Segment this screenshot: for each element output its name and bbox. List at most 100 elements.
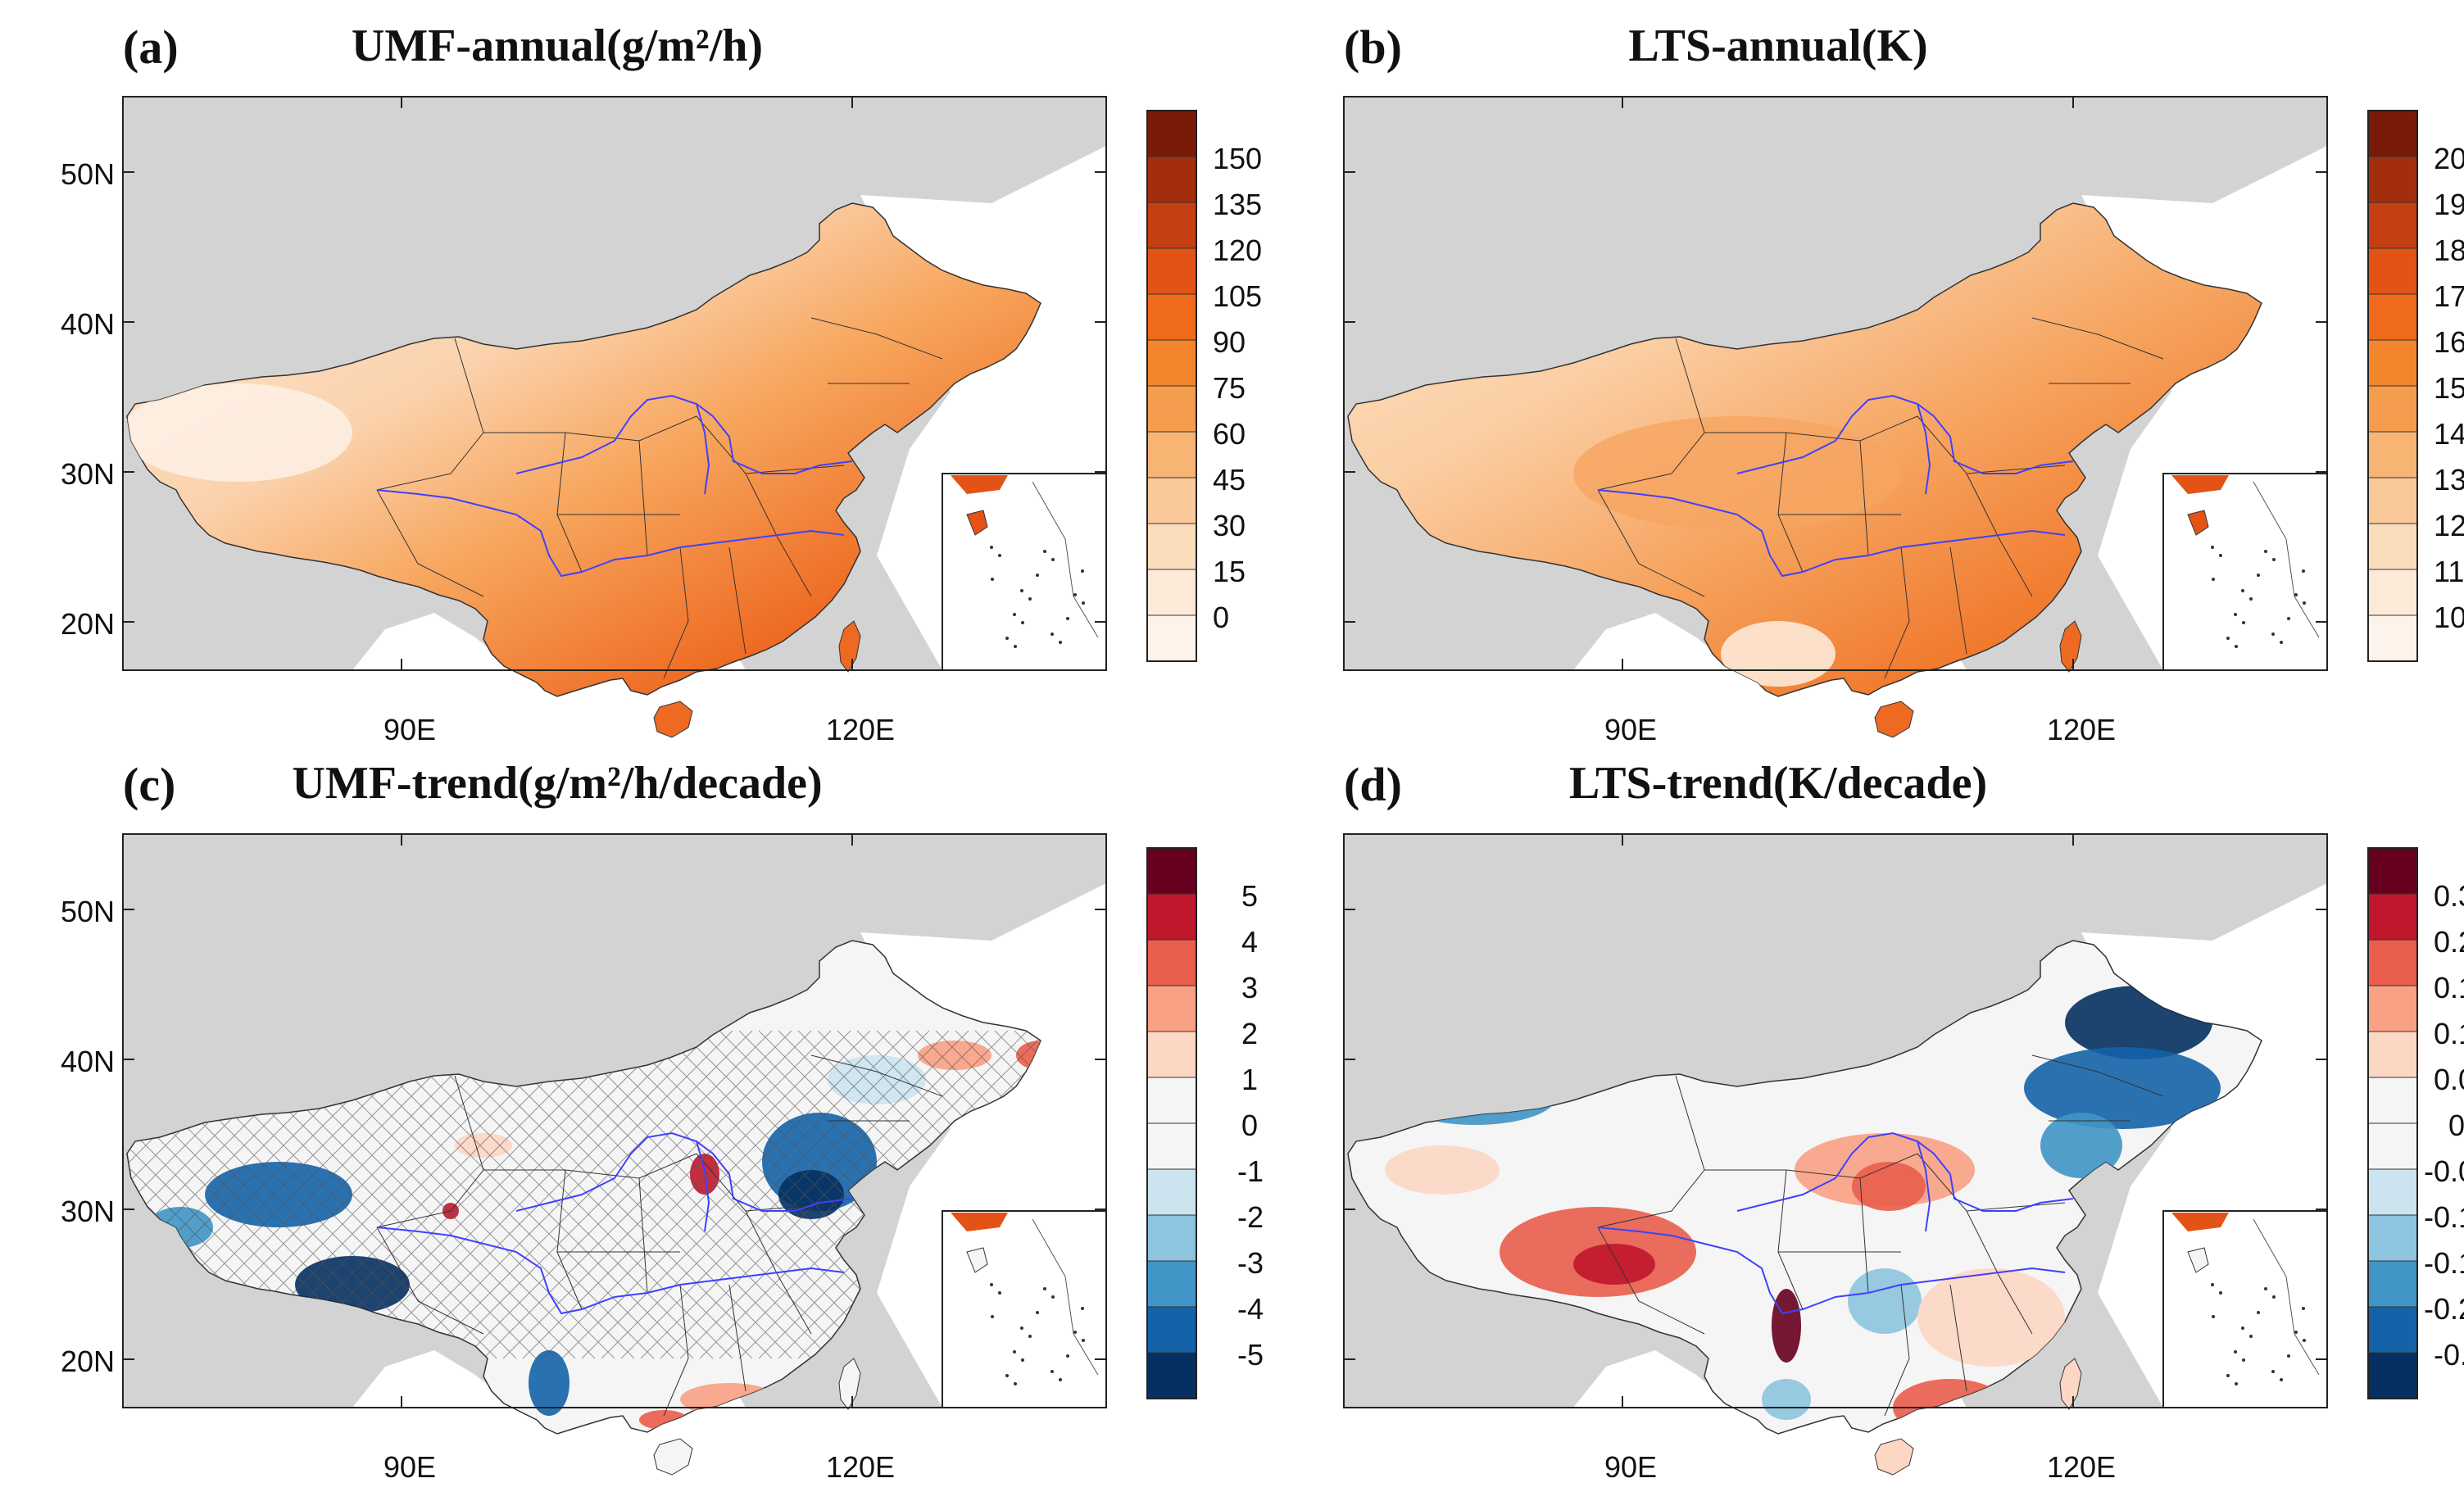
colorbar-label: 0.12 (2434, 1017, 2464, 1050)
province-border (1859, 440, 1869, 556)
inset-reef (2241, 1326, 2244, 1330)
inset-reef (2242, 1358, 2245, 1362)
colorbar-segment (2367, 431, 2418, 478)
colorbar-label: 135 (1213, 188, 1263, 221)
province-border (376, 1075, 484, 1228)
inset-reef (1021, 1358, 1024, 1362)
province-border (2031, 317, 2164, 360)
colorbar-label: 10 (2434, 601, 2464, 634)
map-c (122, 833, 1197, 1476)
colorbar-label: 18 (2434, 234, 2464, 267)
colorbar-frame (2367, 847, 2418, 1399)
inset-reef (1051, 1295, 1055, 1299)
panel-b: (b) LTS-annual(K) 50N 90E 120E 20 19 18 … (1237, 8, 2464, 746)
inset-reef (1014, 1382, 1017, 1385)
colorbar-segment (2367, 202, 2418, 249)
colorbar-segment (2367, 1352, 2418, 1399)
inset-reef (2249, 1335, 2253, 1338)
colorbar-label: 20 (2434, 142, 2464, 175)
province-border (483, 415, 697, 442)
anomaly-patch (1852, 1162, 1926, 1211)
colorbar-label: 15 (1213, 555, 1246, 588)
map-b (1343, 96, 2418, 738)
china-region (1347, 202, 2262, 738)
colorbar-label: 0 (2448, 1109, 2464, 1142)
inset-reef (2264, 550, 2267, 553)
province-border (638, 440, 648, 556)
low-lts-patch (1721, 621, 1836, 687)
inset-reef (2212, 1315, 2215, 1318)
river (1597, 1227, 2066, 1315)
colorbar-label: -0.12 (2424, 1200, 2464, 1234)
colorbar-label: 60 (1213, 417, 1246, 451)
colorbar-label: 12 (2434, 509, 2464, 542)
anomaly-patch (1772, 1289, 1801, 1363)
panel-title: LTS-trend(K/decade) (1568, 758, 1988, 809)
colorbar-segment (2367, 1031, 2418, 1078)
inset-reef (2241, 589, 2244, 592)
ocean (352, 1350, 516, 1408)
colorbar-segment (2367, 985, 2418, 1032)
inset-reef (1051, 558, 1055, 561)
colorbar-label: 0.3 (2434, 879, 2464, 913)
colorbar-segment (1146, 1214, 1197, 1262)
ocean (1573, 1350, 1737, 1408)
ocean (352, 613, 516, 670)
province-border (728, 546, 746, 655)
anomaly-patch (1762, 1379, 1811, 1420)
inset-reef (1073, 1331, 1077, 1334)
province-border (663, 546, 689, 679)
map-frame (122, 96, 1107, 671)
colorbar-segment (1146, 569, 1197, 616)
inset-reef (1043, 1287, 1046, 1290)
province-border (1859, 1177, 1869, 1294)
inset-reef (2303, 1339, 2306, 1342)
lon-label: 120E (825, 1450, 896, 1484)
colorbar-segment (1146, 110, 1197, 157)
colorbar-label: 14 (2434, 417, 2464, 451)
lat-label: 30N (60, 1195, 115, 1228)
province-border (1917, 1153, 2033, 1335)
anomaly-patch (455, 1133, 512, 1158)
lat-label: 40N (60, 307, 115, 341)
colorbar-label: 75 (1213, 371, 1246, 405)
inset-reef (1082, 1339, 1085, 1342)
colorbar-segment (1146, 293, 1197, 341)
china-region (126, 940, 1041, 1476)
lon-label: 120E (2046, 1450, 2117, 1484)
province-border (1704, 415, 1918, 442)
river (1917, 1140, 1931, 1232)
colorbar-label: -2 (1237, 1200, 1264, 1234)
ocean (1573, 613, 1737, 670)
panel-c: (c) UMF-trend(g/m²/h/decade) 50N 40N 30N… (16, 746, 1264, 1484)
south-china-sea-inset (942, 473, 1107, 671)
lat-label: 30N (60, 457, 115, 491)
province-border (1949, 546, 1967, 655)
river (1597, 489, 2066, 578)
inset-coast (951, 475, 1008, 494)
inset-island (2187, 510, 2209, 536)
anomaly-patch (529, 1350, 569, 1416)
inset-reef (990, 546, 993, 549)
colorbar-segment (1146, 477, 1197, 524)
inset-reef (1059, 641, 1062, 644)
colorbar-label: -0.18 (2424, 1246, 2464, 1280)
province-border (1966, 1202, 2066, 1212)
colorbar-label: -3 (1237, 1246, 1264, 1280)
inset-reef (1028, 1335, 1032, 1338)
inset-reef (1066, 1354, 1069, 1358)
panel-title: UMF-trend(g/m²/h/decade) (292, 758, 823, 809)
inset-reef (2272, 558, 2276, 561)
colorbar-frame (2367, 110, 2418, 662)
colorbar-segment (2367, 110, 2418, 157)
inset-reef (2235, 645, 2238, 648)
inset-reef (2294, 593, 2298, 596)
river (376, 489, 845, 578)
inset-reef (2271, 633, 2275, 636)
anomaly-patch (205, 1162, 352, 1227)
colorbar-segment (2367, 1168, 2418, 1216)
colorbar-segment (2367, 339, 2418, 387)
inset-reef (2235, 1382, 2238, 1385)
province-border (376, 1227, 484, 1335)
province-border (483, 1153, 697, 1179)
